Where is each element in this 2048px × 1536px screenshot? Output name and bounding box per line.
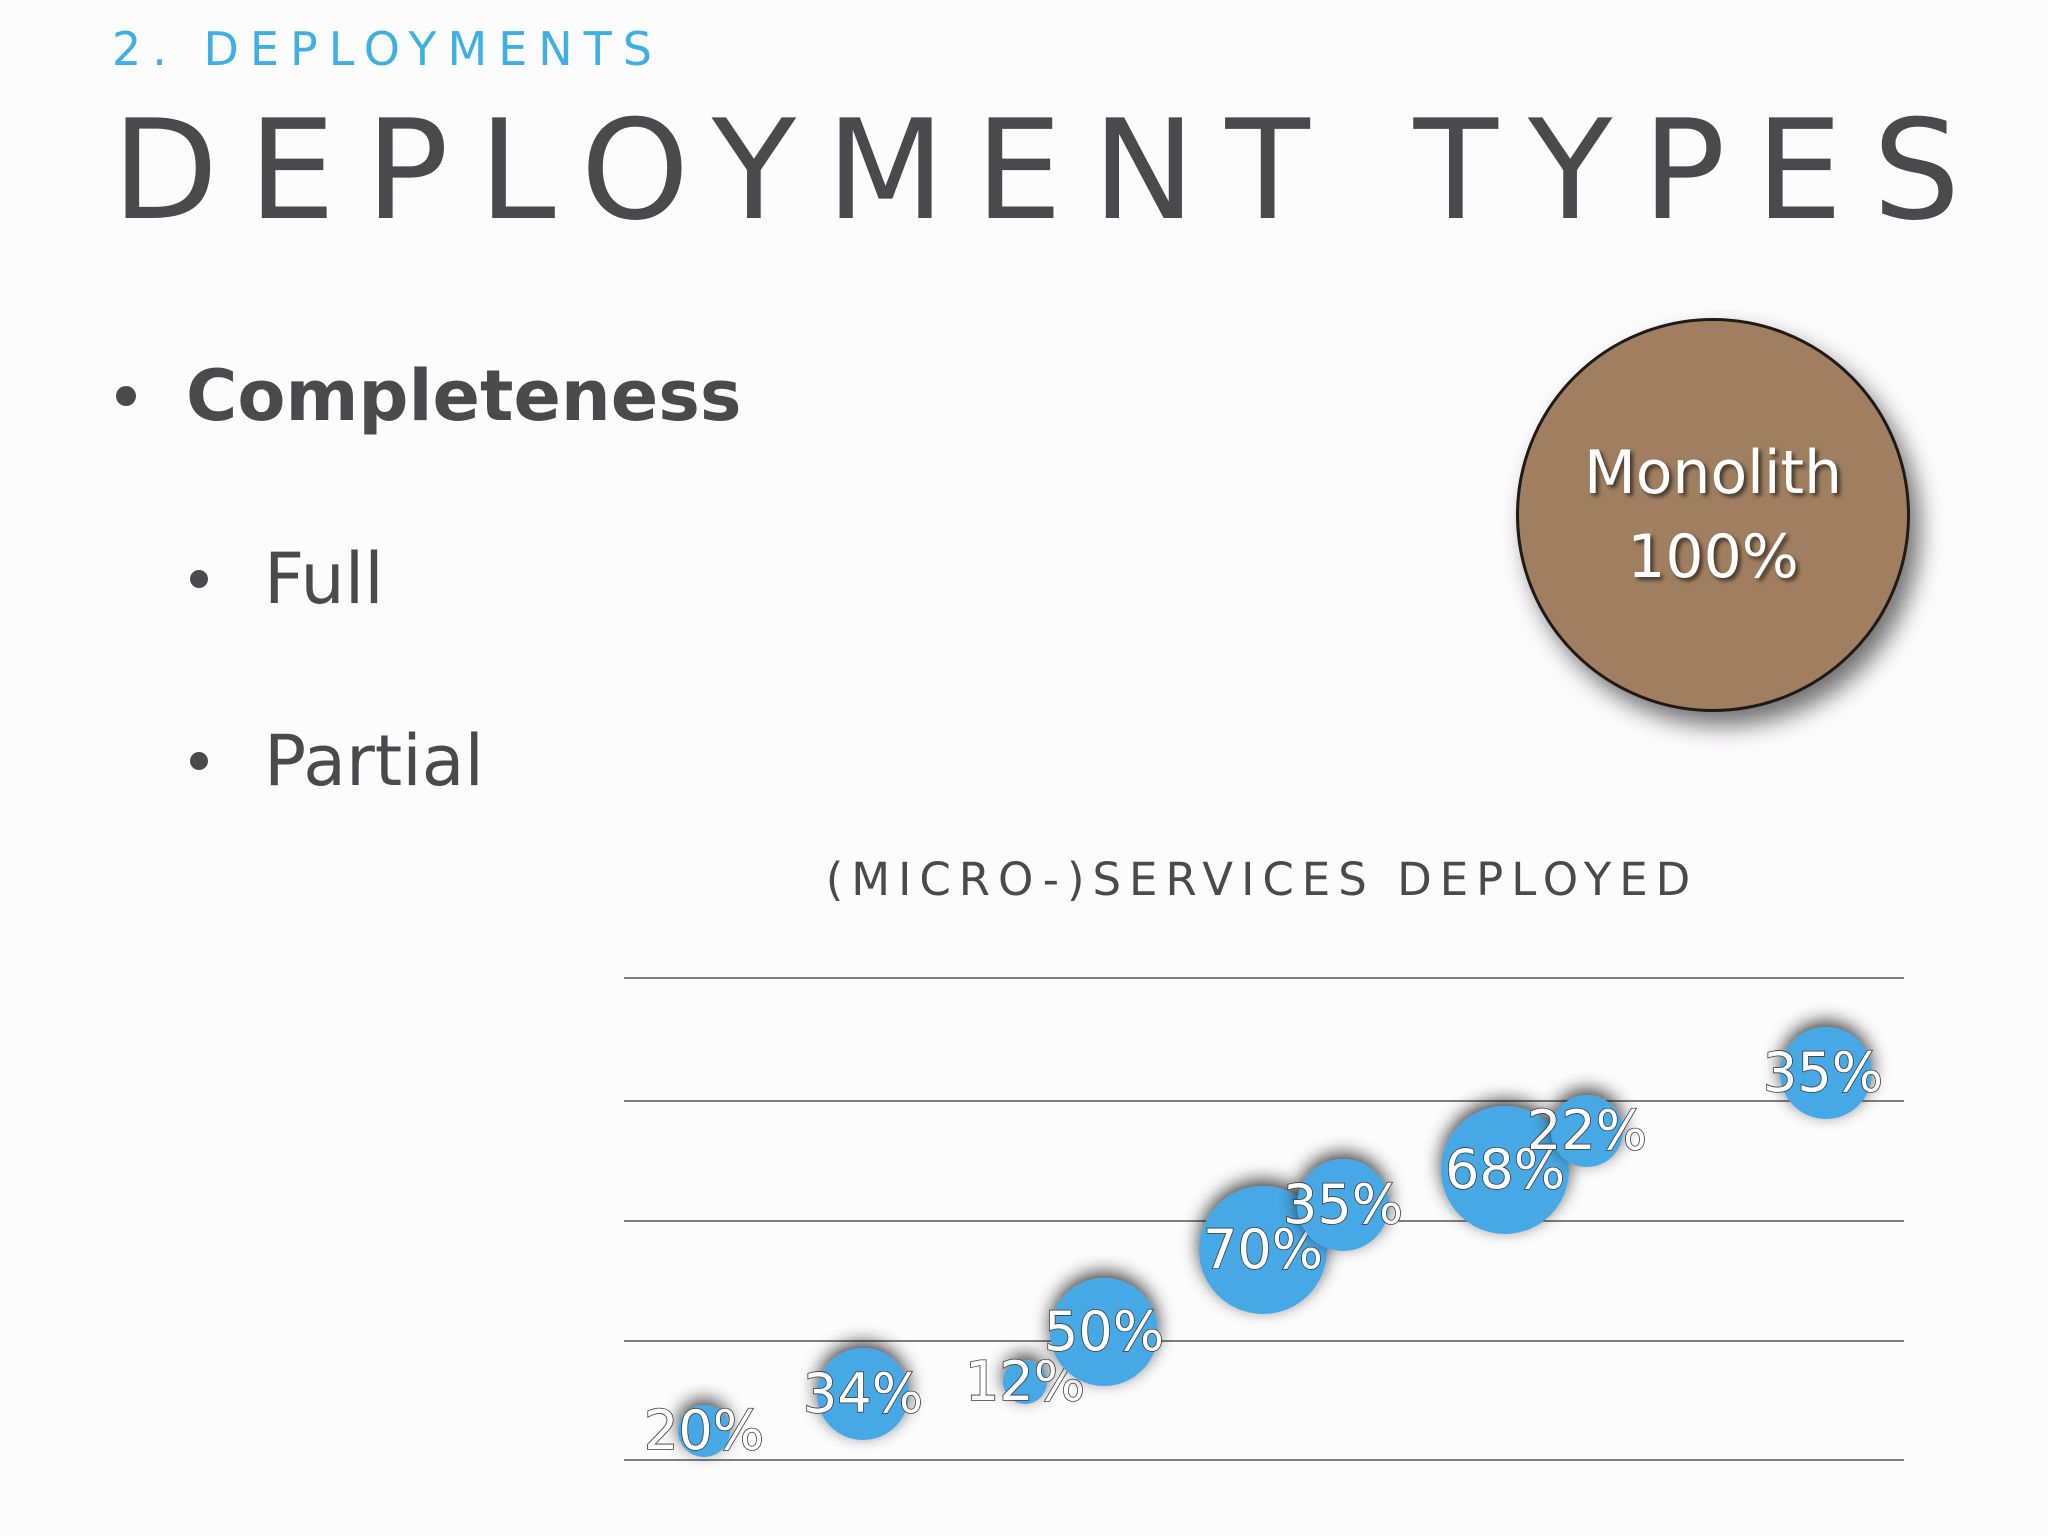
bubble-mark xyxy=(1297,1159,1389,1251)
chart-bubbles: 20%34% 12%50%70%35%68%22%35% xyxy=(643,1027,1884,1463)
bubble-mark xyxy=(1199,1186,1327,1314)
bubble-point: 35% xyxy=(1282,1159,1404,1251)
bubble-point: 12% xyxy=(964,1349,1086,1414)
bullet-text: Full xyxy=(264,538,384,620)
bubble-mark xyxy=(1441,1106,1569,1234)
bullet-dot-icon xyxy=(190,570,208,588)
bubble-label: 34% xyxy=(803,1362,923,1425)
bullet-full: Full xyxy=(190,538,384,620)
bubble-label: 20% xyxy=(644,1399,764,1462)
bubble-mark xyxy=(1003,1360,1047,1404)
monolith-value: 100% xyxy=(1627,522,1799,592)
bubble-mark xyxy=(678,1405,730,1457)
bubble-label: 35% xyxy=(1763,1041,1883,1104)
bullet-text: Completeness xyxy=(186,355,742,437)
bubble-mark xyxy=(817,1348,909,1440)
bullet-partial: Partial xyxy=(190,720,484,802)
bullet-text: Partial xyxy=(264,720,484,802)
bullet-dot-icon xyxy=(116,386,136,406)
bubble-point: 50% xyxy=(1043,1278,1165,1386)
bubble-label: 68% xyxy=(1445,1138,1565,1201)
slide-title: DEPLOYMENT TYPES xyxy=(112,90,1991,251)
bubble-point: 35% xyxy=(1762,1027,1884,1119)
bubble-label: 50% xyxy=(1044,1300,1164,1363)
monolith-circle: Monolith 100% xyxy=(1516,318,1910,712)
bubble-point: 20% xyxy=(643,1398,765,1463)
section-label: 2. DEPLOYMENTS xyxy=(112,22,663,76)
bubble-mark xyxy=(1551,1095,1623,1167)
bubble-label: 35% xyxy=(1283,1173,1403,1236)
bubble-point: 70% xyxy=(1199,1186,1327,1314)
chart-title: (MICRO-)SERVICES DEPLOYED xyxy=(826,853,1699,906)
bullet-completeness: Completeness xyxy=(116,355,742,437)
bubble-point: 22% xyxy=(1526,1095,1648,1167)
bubble-point: 34% xyxy=(802,1348,924,1440)
bubble-label: 22% xyxy=(1527,1099,1647,1162)
bubble-point: 68% xyxy=(1441,1106,1569,1234)
monolith-name: Monolith xyxy=(1583,438,1843,508)
bubble-label: 70% xyxy=(1203,1218,1323,1281)
bubble-mark xyxy=(1780,1027,1872,1119)
bubble-mark xyxy=(1050,1278,1158,1386)
bullet-dot-icon xyxy=(190,752,208,770)
